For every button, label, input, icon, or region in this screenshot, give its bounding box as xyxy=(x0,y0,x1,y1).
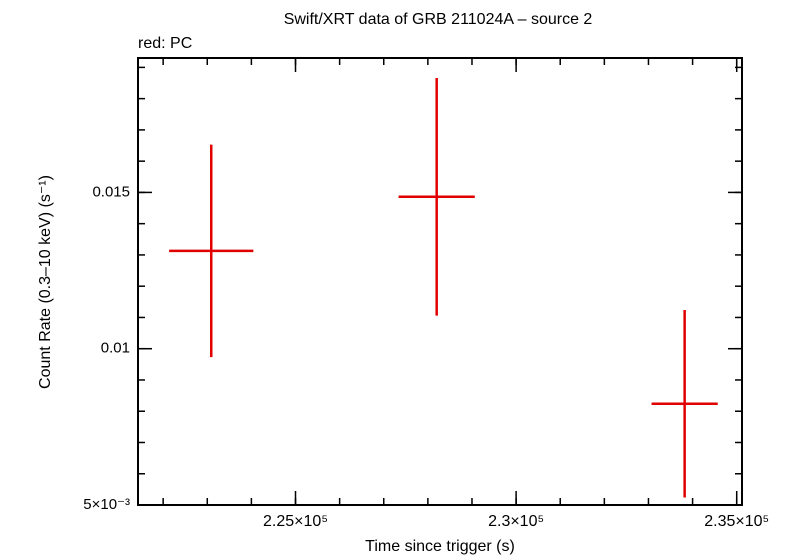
x-tick-label: 2.3×10⁵ xyxy=(488,513,544,530)
y-tick-label: 0.015 xyxy=(92,183,130,200)
chart-title: Swift/XRT data of GRB 211024A – source 2 xyxy=(284,11,593,28)
y-tick-label: 0.01 xyxy=(101,340,130,357)
y-axis-label: Count Rate (0.3–10 keV) (s⁻¹) xyxy=(37,175,54,389)
plot-frame xyxy=(137,57,743,506)
x-tick-label: 2.25×10⁵ xyxy=(263,513,328,530)
chart-subtitle: red: PC xyxy=(138,35,192,52)
x-tick-label: 2.35×10⁵ xyxy=(704,513,769,530)
y-tick-label: 5×10⁻³ xyxy=(83,496,130,513)
x-axis-label: Time since trigger (s) xyxy=(365,538,515,555)
